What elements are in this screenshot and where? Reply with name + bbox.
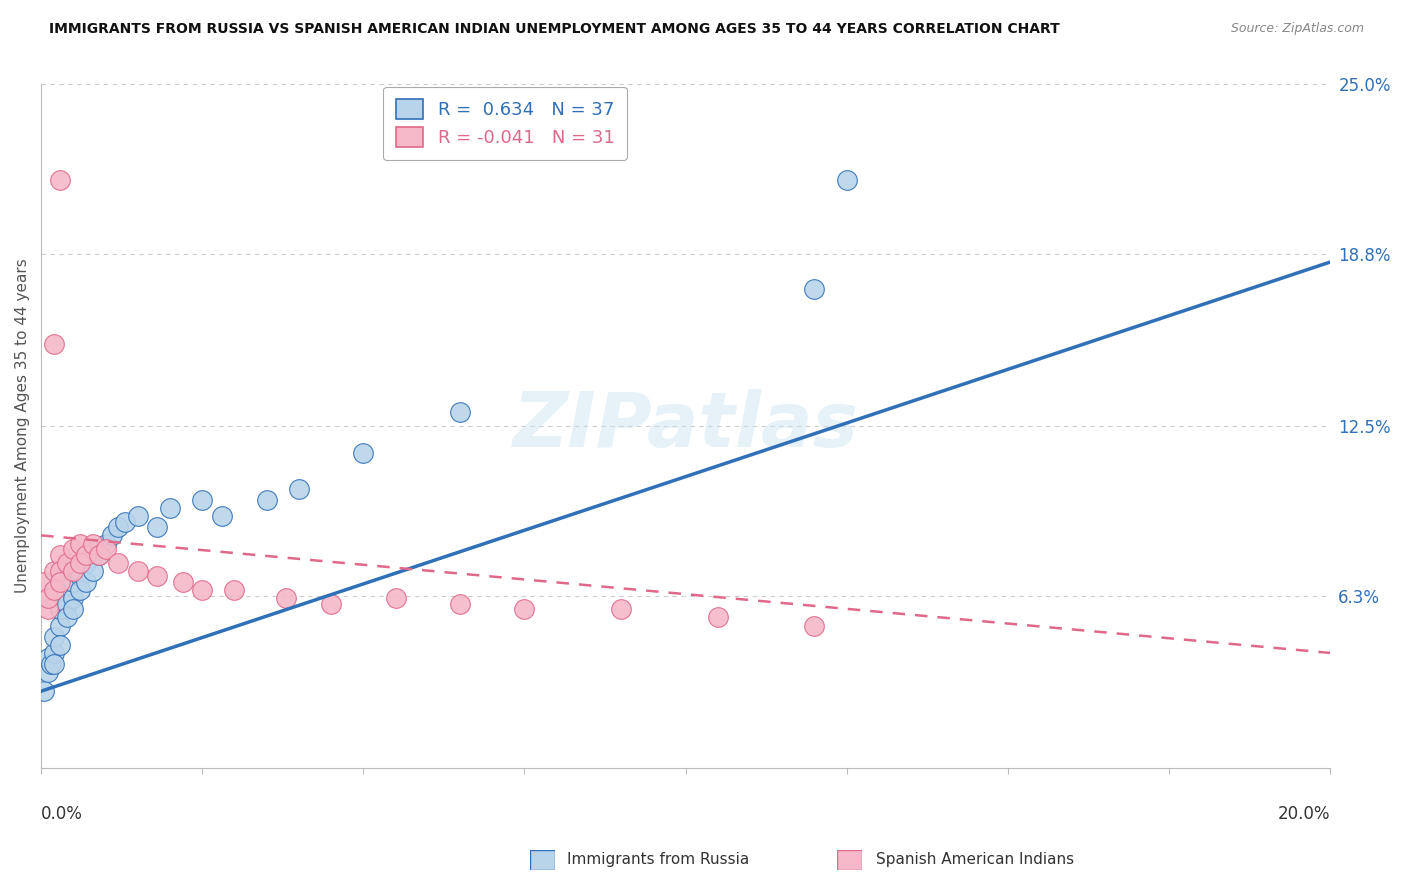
Text: ZIPatlas: ZIPatlas: [513, 389, 859, 463]
Point: [49, 173, 72, 187]
Text: Immigrants from Russia: Immigrants from Russia: [567, 853, 749, 867]
Text: Source: ZipAtlas.com: Source: ZipAtlas.com: [1230, 22, 1364, 36]
Point: [127, 564, 149, 578]
Point: [101, 528, 124, 542]
Point: [49, 618, 72, 632]
Point: [211, 509, 233, 524]
Point: [75, 556, 97, 570]
Point: [34, 684, 56, 698]
Point: [384, 591, 406, 606]
Point: [274, 591, 297, 606]
Point: [513, 602, 536, 616]
Point: [42, 564, 65, 578]
Point: [49, 548, 72, 562]
Point: [56, 610, 79, 624]
Point: [62, 564, 84, 578]
Point: [39, 657, 62, 671]
Point: [87, 548, 110, 562]
Point: [94, 536, 117, 550]
Point: [62, 574, 84, 589]
Point: [835, 173, 858, 187]
Text: IMMIGRANTS FROM RUSSIA VS SPANISH AMERICAN INDIAN UNEMPLOYMENT AMONG AGES 35 TO : IMMIGRANTS FROM RUSSIA VS SPANISH AMERIC…: [49, 22, 1060, 37]
Point: [37, 651, 59, 665]
Point: [803, 282, 825, 296]
Point: [56, 556, 79, 570]
Text: 20.0%: 20.0%: [1278, 805, 1330, 823]
Point: [49, 602, 72, 616]
Point: [62, 602, 84, 616]
Point: [224, 582, 246, 597]
Point: [42, 337, 65, 351]
Point: [288, 482, 311, 496]
Point: [127, 509, 149, 524]
Point: [42, 630, 65, 644]
Point: [159, 501, 181, 516]
Point: [49, 564, 72, 578]
Point: [610, 602, 633, 616]
Point: [62, 542, 84, 557]
Point: [62, 591, 84, 606]
Point: [107, 520, 129, 534]
Point: [146, 569, 169, 583]
Point: [37, 591, 59, 606]
Point: [37, 665, 59, 679]
Text: 0.0%: 0.0%: [41, 805, 83, 823]
Point: [69, 556, 91, 570]
Point: [107, 556, 129, 570]
Point: [42, 657, 65, 671]
Point: [42, 582, 65, 597]
Point: [49, 574, 72, 589]
Point: [146, 520, 169, 534]
Point: [172, 574, 194, 589]
Point: [803, 618, 825, 632]
Point: [191, 582, 214, 597]
Point: [69, 582, 91, 597]
Point: [69, 569, 91, 583]
Point: [42, 646, 65, 660]
Point: [449, 597, 471, 611]
Point: [191, 492, 214, 507]
Y-axis label: Unemployment Among Ages 35 to 44 years: Unemployment Among Ages 35 to 44 years: [15, 259, 30, 593]
Point: [707, 610, 730, 624]
Point: [94, 542, 117, 557]
Point: [352, 446, 374, 460]
Point: [321, 597, 343, 611]
Point: [82, 542, 104, 557]
Point: [49, 638, 72, 652]
Point: [75, 574, 97, 589]
Point: [82, 564, 104, 578]
Point: [114, 515, 136, 529]
Point: [449, 405, 471, 419]
Point: [87, 548, 110, 562]
Point: [82, 536, 104, 550]
Text: Spanish American Indians: Spanish American Indians: [876, 853, 1074, 867]
Point: [75, 548, 97, 562]
Point: [256, 492, 278, 507]
Point: [69, 536, 91, 550]
Point: [34, 574, 56, 589]
Legend: R =  0.634   N = 37, R = -0.041   N = 31: R = 0.634 N = 37, R = -0.041 N = 31: [384, 87, 627, 160]
Point: [56, 597, 79, 611]
Point: [37, 602, 59, 616]
